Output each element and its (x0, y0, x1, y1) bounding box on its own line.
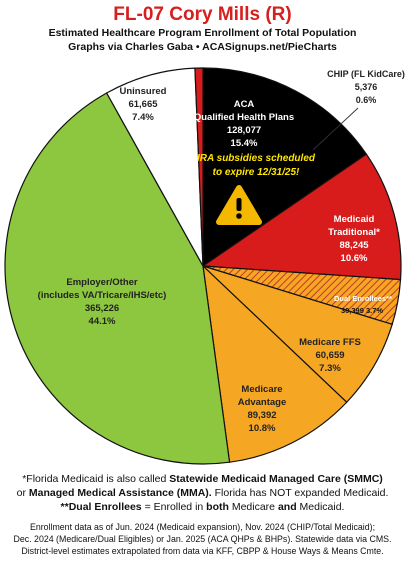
source-line2: Dec. 2024 (Medicare/Dual Eligibles) or J… (13, 534, 392, 544)
medicaid-label-line1: Medicaid (334, 214, 375, 225)
employer-value: 365,226 (85, 303, 119, 314)
footnote-both: both (206, 501, 229, 513)
footnote-line1: *Florida Medicaid is also called Statewi… (8, 472, 397, 486)
slice-label-medicare-ffs: Medicare FFS 60,659 7.3% (299, 337, 361, 374)
footnote-text: Florida has NOT expanded Medicaid. (211, 487, 389, 499)
ira-warning: IRA subsidies scheduled to expire 12/31/… (197, 153, 316, 178)
dual-label: Dual Enrollees** (334, 294, 392, 303)
slice-label-medicare-advantage: Medicare Advantage 89,392 10.8% (238, 384, 287, 434)
ffs-percent: 7.3% (319, 363, 341, 374)
footnote-text: = Enrolled in (141, 501, 207, 513)
footnote-text: or (16, 487, 29, 499)
ffs-value: 60,659 (315, 350, 344, 361)
footnote-text: *Florida Medicaid is also called (22, 473, 170, 485)
chip-leader-line (312, 107, 359, 151)
footnote-medicaid: *Florida Medicaid is also called Statewi… (8, 472, 397, 514)
uninsured-value: 61,665 (128, 99, 158, 110)
advantage-percent: 10.8% (249, 423, 276, 434)
source-line1: Enrollment data as of Jun. 2024 (Medicai… (29, 522, 376, 532)
footnote-smmc: Statewide Medicaid Managed Care (SMMC) (169, 473, 383, 485)
aca-label-line2: Qualified Health Plans (194, 112, 294, 123)
footnote-mma: Managed Medical Assistance (MMA). (28, 487, 212, 499)
employer-label-line2: (includes VA/Tricare/IHS/etc) (38, 290, 167, 301)
uninsured-percent: 7.4% (132, 112, 154, 123)
chip-percent: 0.6% (356, 95, 377, 105)
aca-value: 128,077 (227, 125, 261, 136)
footnote-text: Medicare (228, 501, 278, 513)
aca-percent: 15.4% (231, 138, 258, 149)
footnote-and: and (277, 501, 297, 513)
slice-label-uninsured: Uninsured 61,665 7.4% (120, 86, 167, 123)
slice-medicare-advantage (202, 264, 348, 463)
source-line3: District-level estimates extrapolated fr… (21, 546, 384, 556)
advantage-label-line1: Medicare (241, 384, 282, 395)
slice-employer-other (4, 92, 231, 465)
advantage-value: 89,392 (247, 410, 276, 421)
footnote-sources: Enrollment data as of Jun. 2024 (Medicai… (8, 521, 397, 557)
slice-label-dual: Dual Enrollees** 30,399 3.7% (334, 294, 392, 315)
ira-warning-line1: IRA subsidies scheduled (197, 153, 316, 164)
page-title: FL-07 Cory Mills (R) (113, 4, 292, 25)
dual-value: 30,399 3.7% (341, 306, 383, 315)
chip-label: CHIP (FL KidCare) (327, 69, 405, 79)
slice-label-medicaid: Medicaid Traditional* 88,245 10.6% (328, 214, 380, 264)
slice-label-employer: Employer/Other (includes VA/Tricare/IHS/… (38, 277, 167, 327)
pie-slices (4, 67, 402, 465)
aca-label-line1: ACA (234, 99, 255, 110)
slice-label-chip: CHIP (FL KidCare) 5,376 0.6% (327, 69, 405, 105)
footnote-text: Medicaid. (296, 501, 345, 513)
advantage-label-line2: Advantage (238, 397, 287, 408)
slice-chip (194, 67, 204, 267)
warning-icon (216, 185, 262, 225)
footnote-line3: **Dual Enrollees = Enrolled in both Medi… (8, 500, 397, 514)
employer-label-line1: Employer/Other (66, 277, 138, 288)
medicaid-value: 88,245 (339, 240, 369, 251)
medicaid-label-line2: Traditional* (328, 227, 380, 238)
uninsured-label: Uninsured (120, 86, 167, 97)
footnote-line2: or Managed Medical Assistance (MMA). Flo… (8, 486, 397, 500)
employer-percent: 44.1% (89, 316, 116, 327)
chart-subtitle-line1: Estimated Healthcare Program Enrollment … (48, 27, 357, 39)
footnote-dual: **Dual Enrollees (60, 501, 142, 513)
ira-warning-line2: to expire 12/31/25! (213, 167, 300, 178)
chart-subtitle-line2: Graphs via Charles Gaba • ACASignups.net… (68, 41, 337, 53)
medicaid-percent: 10.6% (341, 253, 368, 264)
slice-medicaid (201, 153, 402, 281)
chip-value: 5,376 (355, 82, 378, 92)
ffs-label: Medicare FFS (299, 337, 361, 348)
slice-label-aca: ACA Qualified Health Plans 128,077 15.4% (194, 99, 294, 149)
